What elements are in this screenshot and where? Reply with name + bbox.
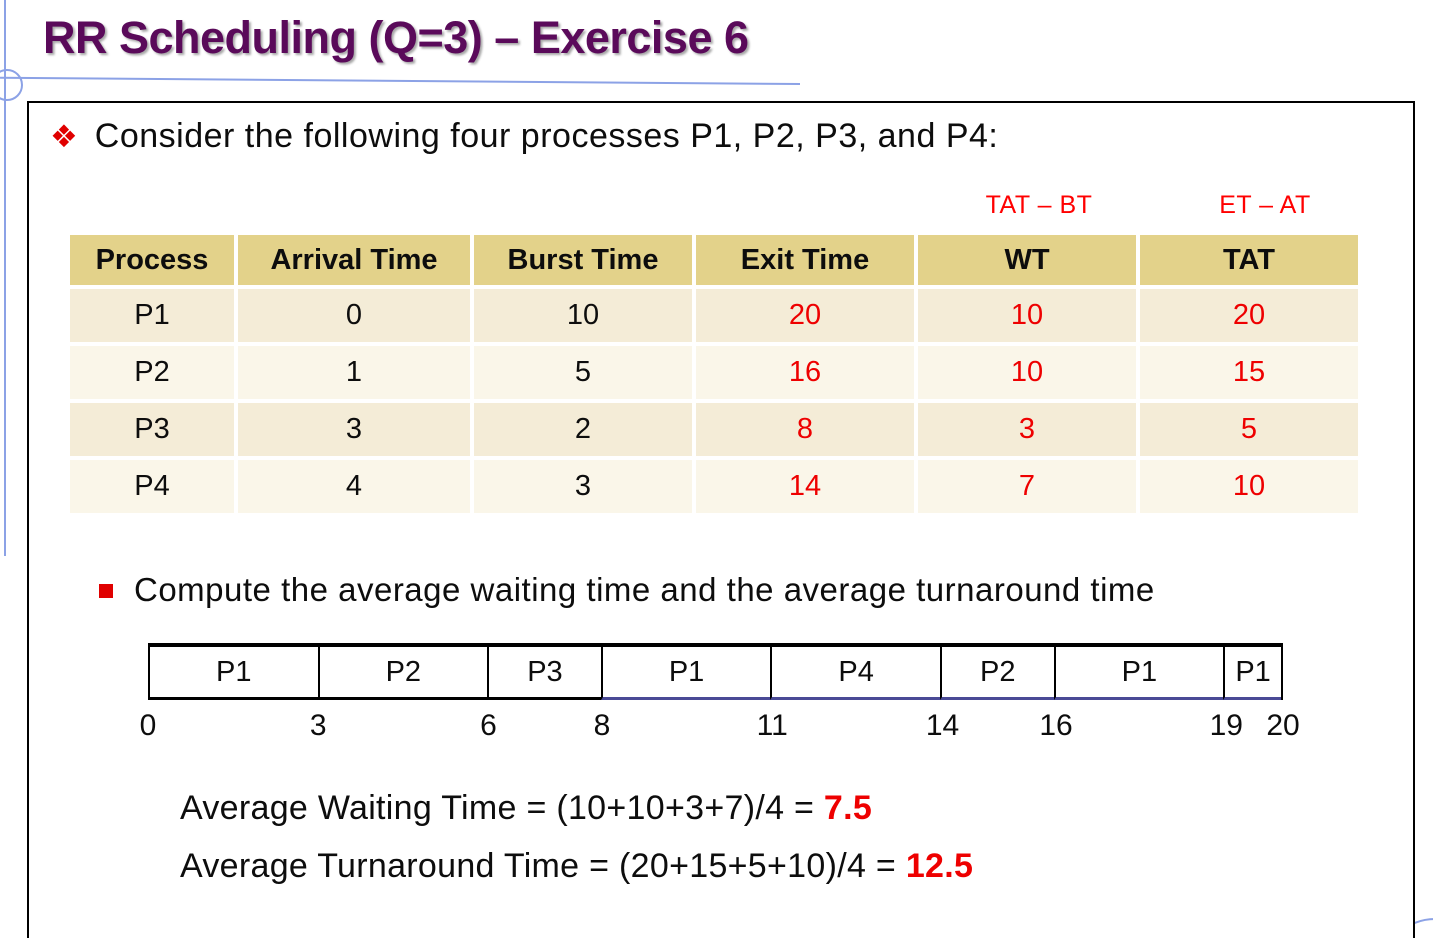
tat-formula-annotation: ET – AT [1219, 191, 1311, 219]
gantt-segment-label: P1 [668, 655, 705, 688]
table-cell: 10 [918, 289, 1136, 342]
gantt-tick-label: 8 [593, 709, 611, 742]
average-waiting-time-line: Average Waiting Time = (10+10+3+7)/4 = 7… [180, 789, 872, 828]
gantt-segment: P1 [1053, 647, 1224, 700]
wt-formula-annotation: TAT – BT [985, 191, 1093, 219]
gantt-segment: P3 [487, 647, 601, 700]
gantt-segment: P2 [317, 647, 488, 700]
gantt-segment-label: P2 [980, 655, 1016, 688]
gantt-segment: P1 [600, 647, 771, 700]
top-left-circle-decoration [0, 69, 23, 101]
table-cell: 16 [696, 346, 914, 399]
main-bullet: ❖ Consider the following four processes … [50, 117, 998, 157]
table-cell: 2 [474, 403, 692, 456]
table-cell: 14 [696, 460, 914, 513]
content-frame: ❖ Consider the following four processes … [27, 101, 1415, 938]
table-cell: 5 [474, 346, 692, 399]
table-cell: P1 [70, 289, 234, 342]
table-row: P1 0 10 20 10 20 [70, 289, 1358, 342]
gantt-timeline-ticks: 0 3 6 8 11 14 16 19 20 [140, 709, 1300, 747]
gantt-tick-label: 3 [309, 709, 327, 742]
table-cell: 3 [918, 403, 1136, 456]
gantt-segment-label: P3 [527, 655, 563, 688]
atat-value: 12.5 [905, 847, 974, 885]
table-header-cell: TAT [1140, 235, 1358, 285]
left-edge-line [4, 0, 6, 556]
table-cell: 3 [474, 460, 692, 513]
average-turnaround-time-line: Average Turnaround Time = (20+15+5+10)/4… [180, 847, 973, 886]
awt-formula-text: Average Waiting Time = (10+10+3+7)/4 = [180, 789, 824, 827]
process-table: Process Arrival Time Burst Time Exit Time WT… [66, 231, 1362, 517]
gantt-segment: P4 [770, 647, 940, 700]
table-cell: 0 [238, 289, 470, 342]
atat-formula-text: Average Turnaround Time = (20+15+5+10)/4… [180, 847, 906, 885]
table-row: P3 3 2 8 3 5 [70, 403, 1358, 456]
red-square-bullet-icon [99, 584, 113, 598]
table-cell: 10 [1140, 460, 1358, 513]
gantt-tick-label: 19 [1209, 709, 1243, 742]
main-bullet-text: Consider the following four processes P1… [94, 117, 999, 155]
table-cell: 20 [1140, 289, 1358, 342]
table-header-cell: WT [918, 235, 1136, 285]
diamond-bullet-icon: ❖ [50, 119, 78, 154]
table-cell: 1 [238, 346, 470, 399]
table-cell: 5 [1140, 403, 1358, 456]
table-header-cell: Burst Time [474, 235, 692, 285]
gantt-segment-label: P1 [216, 655, 252, 688]
table-row: P4 4 3 14 7 10 [70, 460, 1358, 513]
gantt-segment-label: P1 [1235, 655, 1271, 688]
table-header-row: Process Arrival Time Burst Time Exit Time WT… [70, 235, 1358, 285]
gantt-segment-label: P2 [385, 655, 422, 688]
gantt-tick-label: 0 [139, 709, 157, 742]
gantt-tick-label: 16 [1039, 709, 1073, 742]
table-cell: P4 [70, 460, 234, 513]
awt-value: 7.5 [823, 789, 873, 827]
table-cell: 4 [238, 460, 470, 513]
gantt-tick-label: 20 [1266, 709, 1300, 742]
gantt-segment: P1 [150, 647, 318, 700]
table-header-cell: Process [70, 235, 234, 285]
table-cell: 3 [238, 403, 470, 456]
table-row: P2 1 5 16 10 15 [70, 346, 1358, 399]
gantt-tick-label: 6 [480, 709, 497, 742]
table-cell: 20 [696, 289, 914, 342]
sub-bullet-text: Compute the average waiting time and the… [134, 571, 1155, 608]
table-cell: 8 [696, 403, 914, 456]
table-cell: 10 [918, 346, 1136, 399]
table-cell: 10 [474, 289, 692, 342]
gantt-tick-label: 14 [925, 709, 960, 742]
gantt-segment: P2 [939, 647, 1054, 700]
table-header-cell: Exit Time [696, 235, 914, 285]
table-cell: 7 [918, 460, 1136, 513]
table-cell: P3 [70, 403, 234, 456]
page-title: RR Scheduling (Q=3) – Exercise 6 [43, 12, 749, 63]
table-cell: 15 [1140, 346, 1358, 399]
gantt-chart: P1 P2 P3 P1 P4 P2 P1 P1 [148, 643, 1283, 700]
gantt-segment-label: P1 [1121, 655, 1158, 688]
sub-bullet: Compute the average waiting time and the… [99, 571, 1155, 609]
gantt-segment-label: P4 [838, 655, 874, 688]
gantt-segment: P1 [1223, 647, 1281, 700]
title-underline [0, 76, 801, 85]
gantt-tick-label: 11 [756, 709, 788, 742]
table-header-cell: Arrival Time [238, 235, 470, 285]
table-cell: P2 [70, 346, 234, 399]
